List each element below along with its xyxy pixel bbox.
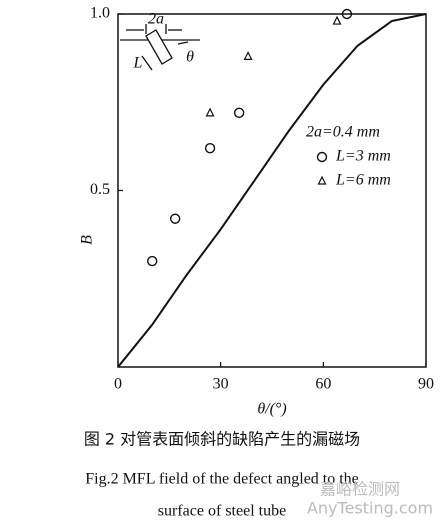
legend-marker <box>317 175 327 185</box>
plot-frame <box>117 13 427 368</box>
y-tick-label: 1.0 <box>90 5 110 22</box>
x-tick-label: 30 <box>213 376 229 393</box>
legend-marker <box>316 151 328 163</box>
x-tick-label: 60 <box>315 376 331 393</box>
inset-diagram <box>120 24 200 71</box>
x-tick-label: 0 <box>114 376 122 393</box>
inset-label: θ <box>186 49 194 66</box>
caption-zh: 图 2 对管表面倾斜的缺陷产生的漏磁场 <box>84 430 360 449</box>
point <box>169 213 181 224</box>
point <box>332 15 342 25</box>
point <box>341 8 353 20</box>
inset-label: L <box>133 55 143 72</box>
x-tick-label: 90 <box>418 376 434 393</box>
point <box>147 255 158 267</box>
point <box>243 51 253 60</box>
caption-en: surface of steel tube <box>158 503 286 520</box>
point <box>205 107 215 117</box>
y-tick-label: 0.5 <box>90 181 110 198</box>
watermark: AnyTesting.com <box>307 499 433 518</box>
annotation: 2a=0.4 mm <box>306 124 380 141</box>
legend-label: L=3 mm <box>335 148 391 165</box>
inset-label: 2a <box>148 11 164 28</box>
watermark: 嘉峪检测网 <box>320 480 400 499</box>
point <box>204 142 216 154</box>
point <box>233 107 245 119</box>
legend-label: L=6 mm <box>335 172 391 189</box>
caption-en: Fig.2 MFL field of the defect angled to … <box>85 471 359 488</box>
curve <box>117 13 427 368</box>
y-axis-label: B <box>79 235 96 245</box>
x-axis-label: θ/(°) <box>257 401 286 418</box>
